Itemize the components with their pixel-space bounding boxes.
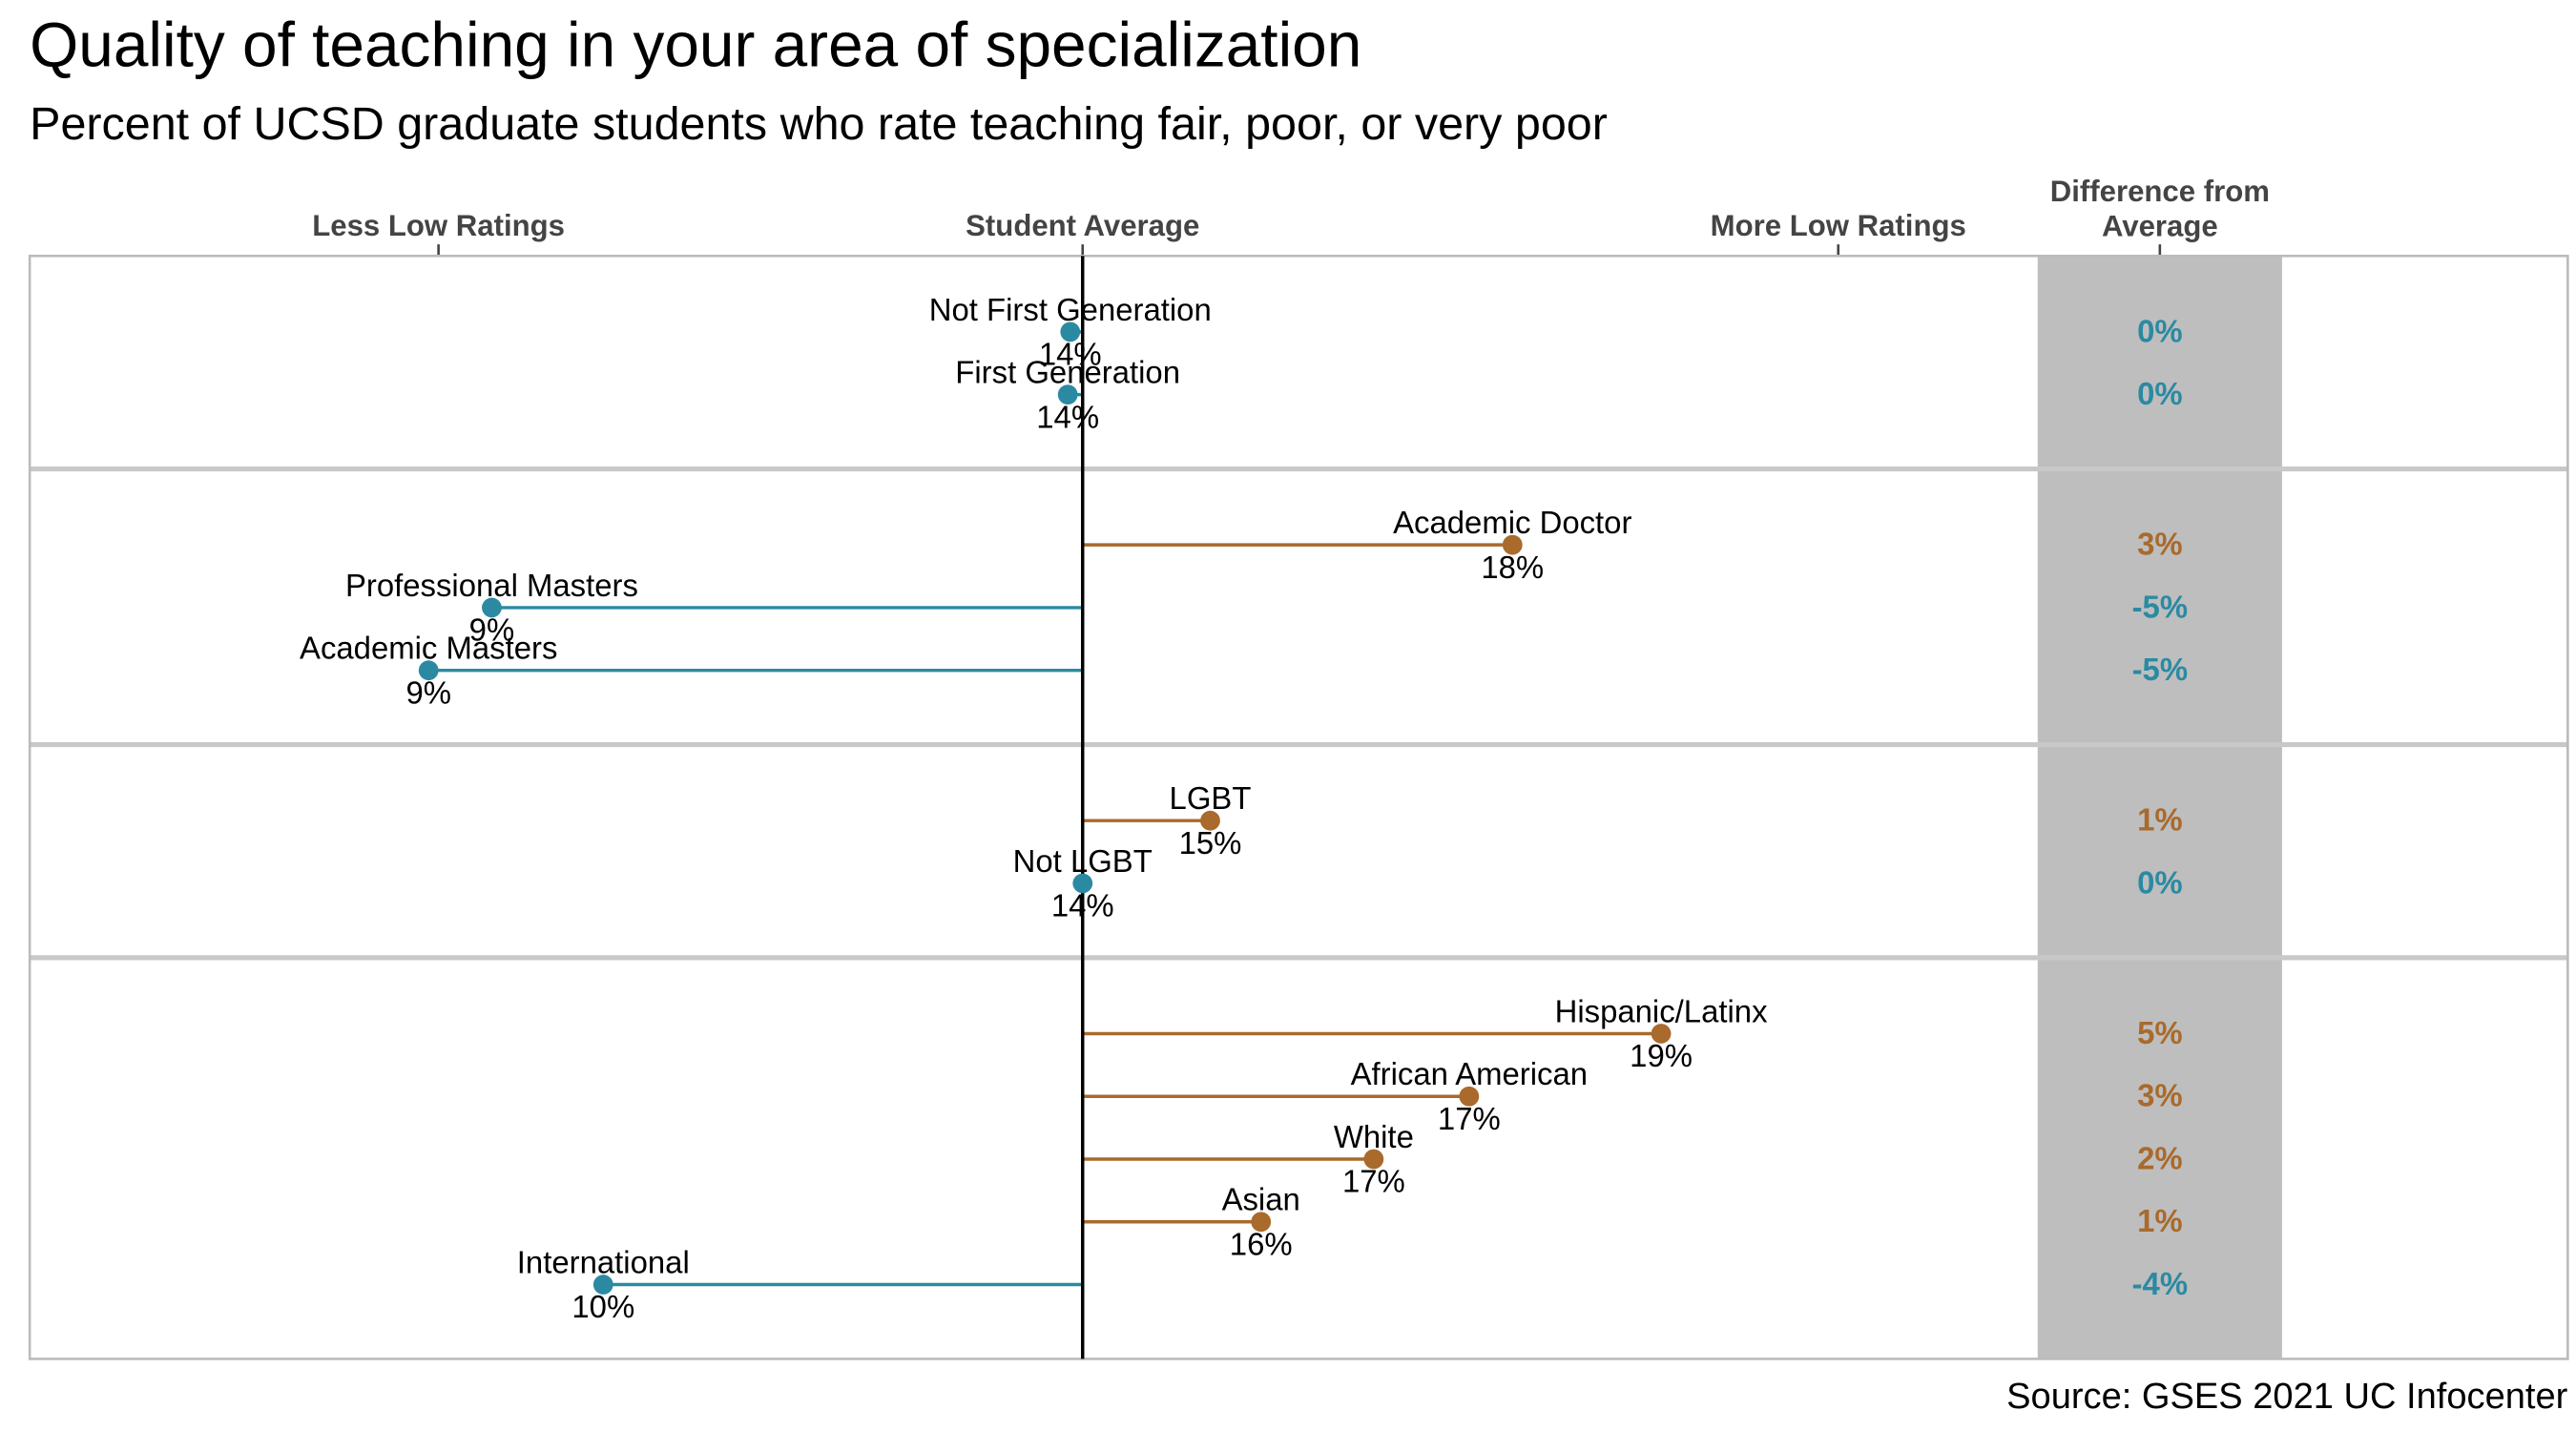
point-label: Academic Masters — [300, 631, 557, 666]
lollipop-dot — [1651, 1024, 1672, 1044]
point-label: Asian — [1222, 1182, 1300, 1217]
value-label: 14% — [1036, 399, 1099, 434]
point-label: Hispanic/Latinx — [1555, 993, 1768, 1028]
value-label: 19% — [1630, 1038, 1693, 1073]
value-label: 16% — [1230, 1226, 1293, 1261]
value-label: 17% — [1438, 1101, 1501, 1136]
lollipop-dot — [592, 1275, 613, 1295]
difference-label: 0% — [2137, 313, 2183, 348]
difference-label: 5% — [2137, 1015, 2183, 1050]
value-label: 15% — [1179, 825, 1242, 861]
point-label: White — [1334, 1119, 1414, 1154]
difference-label: 1% — [2137, 802, 2183, 838]
value-label: 9% — [405, 674, 451, 710]
point-label: First Generation — [955, 355, 1180, 390]
lollipop-dot — [482, 597, 502, 618]
difference-label: 0% — [2137, 864, 2183, 900]
x-tick-label: Student Average — [966, 209, 1199, 242]
point-label: International — [517, 1244, 690, 1279]
difference-label: 3% — [2137, 1078, 2183, 1113]
point-label: LGBT — [1170, 780, 1252, 816]
difference-label: 2% — [2137, 1140, 2183, 1175]
lollipop-dot — [1057, 384, 1078, 405]
x-tick-label: Less Low Ratings — [312, 209, 565, 242]
lollipop-dot — [1251, 1212, 1272, 1233]
chart-title: Quality of teaching in your area of spec… — [30, 9, 1361, 79]
chart-subtitle: Percent of UCSD graduate students who ra… — [30, 98, 1608, 150]
lollipop-dot — [1200, 810, 1220, 831]
panel-border — [28, 254, 2569, 1360]
lollipop-dot — [1363, 1149, 1384, 1170]
difference-header: Difference from Average — [2049, 175, 2270, 243]
lollipop-dot — [1459, 1086, 1480, 1107]
difference-label: -5% — [2132, 589, 2188, 624]
difference-label: 3% — [2137, 527, 2183, 562]
source-note: Source: GSES 2021 UC Infocenter — [2006, 1377, 2567, 1417]
point-label: Not LGBT — [1013, 843, 1153, 879]
point-label: African American — [1351, 1056, 1589, 1091]
difference-label: 0% — [2137, 376, 2183, 411]
difference-column — [2037, 256, 2282, 1359]
difference-header-box: Difference from Average — [2049, 175, 2270, 243]
value-label: 10% — [571, 1289, 634, 1324]
lollipop-dot — [418, 660, 439, 681]
value-label: 14% — [1039, 337, 1102, 372]
difference-label: -4% — [2132, 1266, 2188, 1301]
lollipop-dot — [1060, 321, 1081, 342]
difference-label: -5% — [2132, 652, 2188, 687]
value-label: 14% — [1051, 888, 1114, 923]
point-label: Academic Doctor — [1393, 505, 1631, 540]
point-label: Not First Generation — [929, 292, 1212, 327]
lollipop-dot — [1072, 873, 1093, 894]
x-tick-label: More Low Ratings — [1711, 209, 1966, 242]
point-label: Professional Masters — [345, 568, 638, 603]
lollipop-dot — [1502, 534, 1523, 555]
value-label: 18% — [1481, 550, 1544, 585]
value-label: 17% — [1342, 1164, 1405, 1199]
difference-label: 1% — [2137, 1203, 2183, 1238]
value-label: 9% — [469, 612, 515, 648]
